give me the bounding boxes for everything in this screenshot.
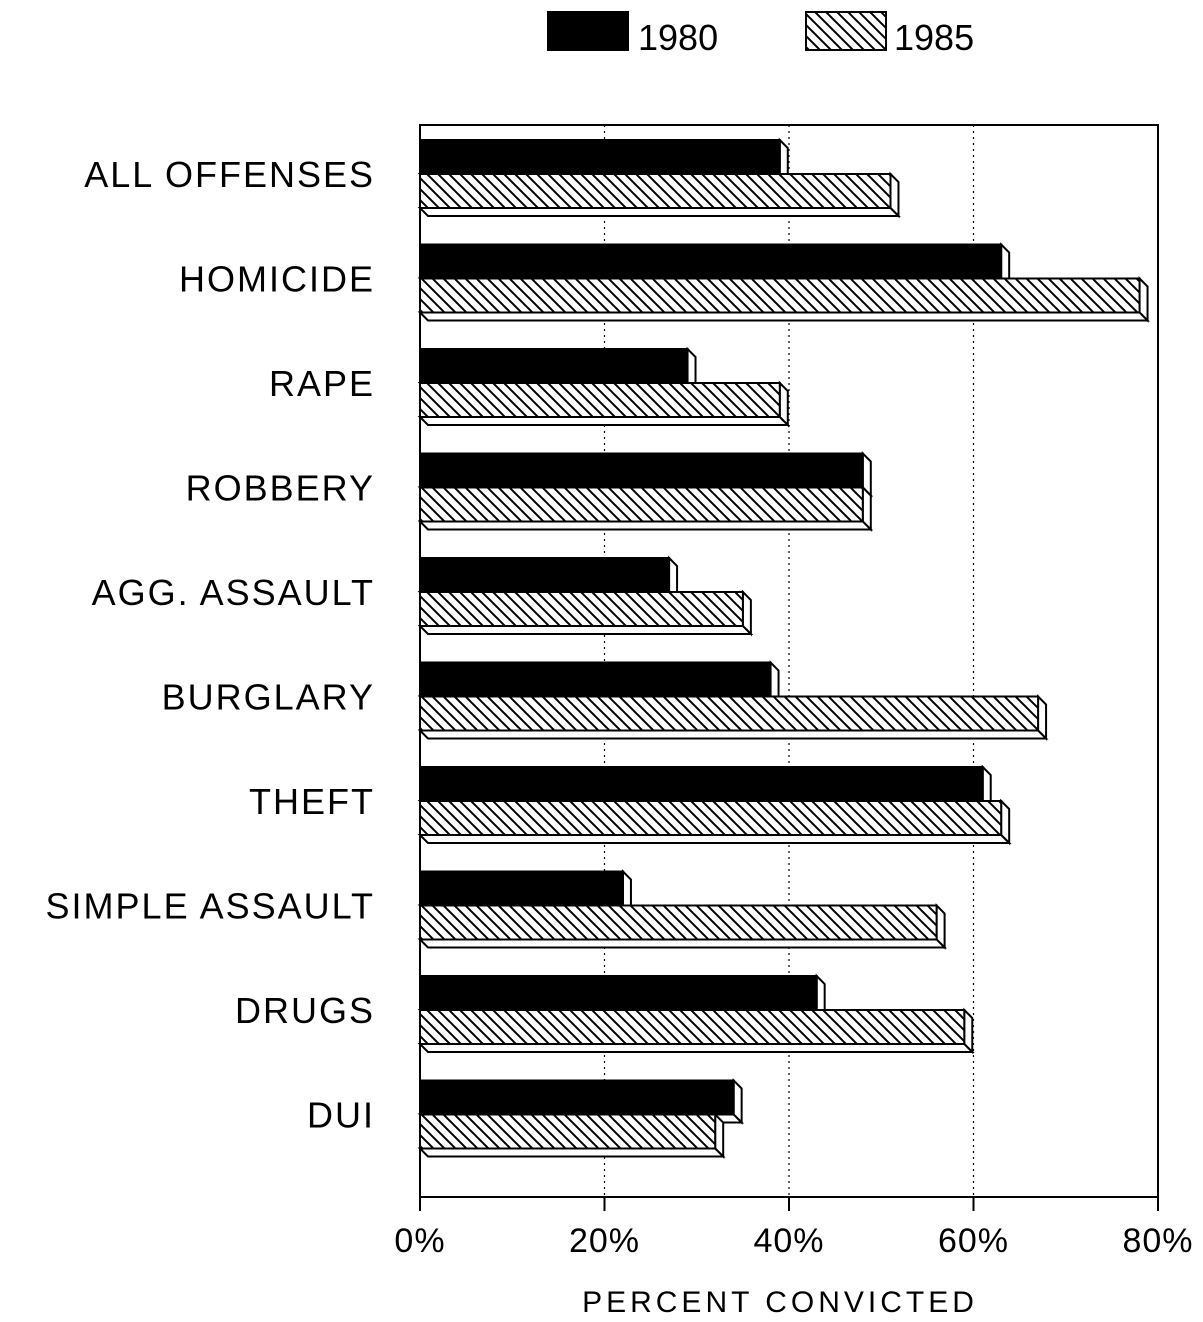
bar-face xyxy=(419,486,864,523)
bar-1985 xyxy=(417,380,791,428)
category-label: RAPE xyxy=(269,363,375,404)
bar-face xyxy=(419,975,818,1011)
bar-face xyxy=(419,1009,966,1045)
bar-1985 xyxy=(417,694,1049,741)
category-label: AGG. ASSAULT xyxy=(92,572,375,613)
category-label: DUI xyxy=(307,1095,375,1136)
bar-1985 xyxy=(417,589,754,637)
bar-face xyxy=(419,904,938,941)
bar-face xyxy=(419,870,624,907)
bar-1985 xyxy=(417,1007,975,1055)
bar-1985 xyxy=(417,485,874,532)
bar-face xyxy=(419,348,689,384)
bar-bottom xyxy=(417,834,1012,844)
category-label: ROBBERY xyxy=(186,468,375,509)
bar-bottom xyxy=(417,729,1049,740)
bar-bottom xyxy=(417,625,754,635)
x-tick-label: 40% xyxy=(753,1222,824,1260)
x-tick-label: 80% xyxy=(1122,1222,1193,1260)
bar-face xyxy=(419,661,772,698)
x-tick-label: 20% xyxy=(569,1222,640,1260)
bar-1985 xyxy=(417,171,901,219)
bar-1980 xyxy=(417,451,874,498)
category-label: SIMPLE ASSAULT xyxy=(46,886,375,927)
category-label: BURGLARY xyxy=(162,677,375,718)
bar-face xyxy=(419,243,1003,280)
bar-1985 xyxy=(417,903,948,950)
bar-face xyxy=(419,452,864,489)
legend: 1980 1985 xyxy=(547,11,974,58)
bar-face xyxy=(419,591,744,627)
bar-bottom xyxy=(417,1043,975,1053)
bar-bottom xyxy=(417,311,1150,322)
bar-face xyxy=(419,1113,717,1150)
x-tick-label: 60% xyxy=(938,1222,1009,1260)
bar-1985 xyxy=(417,798,1012,846)
legend-label-1980: 1980 xyxy=(638,17,718,58)
bar-bottom xyxy=(417,1147,726,1158)
bar-face xyxy=(419,766,984,802)
bar-bottom xyxy=(417,938,948,949)
bar-face xyxy=(419,1079,735,1116)
x-axis-ticks: 0% 20% 40% 60% 80% xyxy=(394,1197,1193,1260)
bar-face xyxy=(419,139,781,175)
bar-1985 xyxy=(417,1112,726,1159)
bar-bottom xyxy=(417,416,791,426)
x-axis-label: PERCENT CONVICTED xyxy=(582,1286,978,1319)
bar-bottom xyxy=(417,207,901,217)
category-label: HOMICIDE xyxy=(179,259,375,300)
bar-face xyxy=(419,382,781,418)
bar-face xyxy=(419,173,892,209)
x-tick-label: 0% xyxy=(394,1222,445,1260)
bar-1985 xyxy=(417,276,1150,323)
bar-face xyxy=(419,277,1141,314)
legend-swatch-1980 xyxy=(547,11,629,51)
bar-face xyxy=(419,557,671,593)
legend-label-1985: 1985 xyxy=(894,17,974,58)
gridlines xyxy=(603,125,975,1197)
bar-face xyxy=(419,695,1040,732)
category-label: THEFT xyxy=(249,781,375,822)
category-labels: ALL OFFENSES HOMICIDE RAPE ROBBERY AGG. ASSA… xyxy=(46,154,375,1136)
category-label: DRUGS xyxy=(235,990,375,1031)
bar-bottom xyxy=(417,520,874,531)
category-label: ALL OFFENSES xyxy=(84,154,375,195)
legend-swatch-1985 xyxy=(805,11,887,51)
bar-face xyxy=(419,800,1003,836)
bars xyxy=(417,137,1150,1159)
